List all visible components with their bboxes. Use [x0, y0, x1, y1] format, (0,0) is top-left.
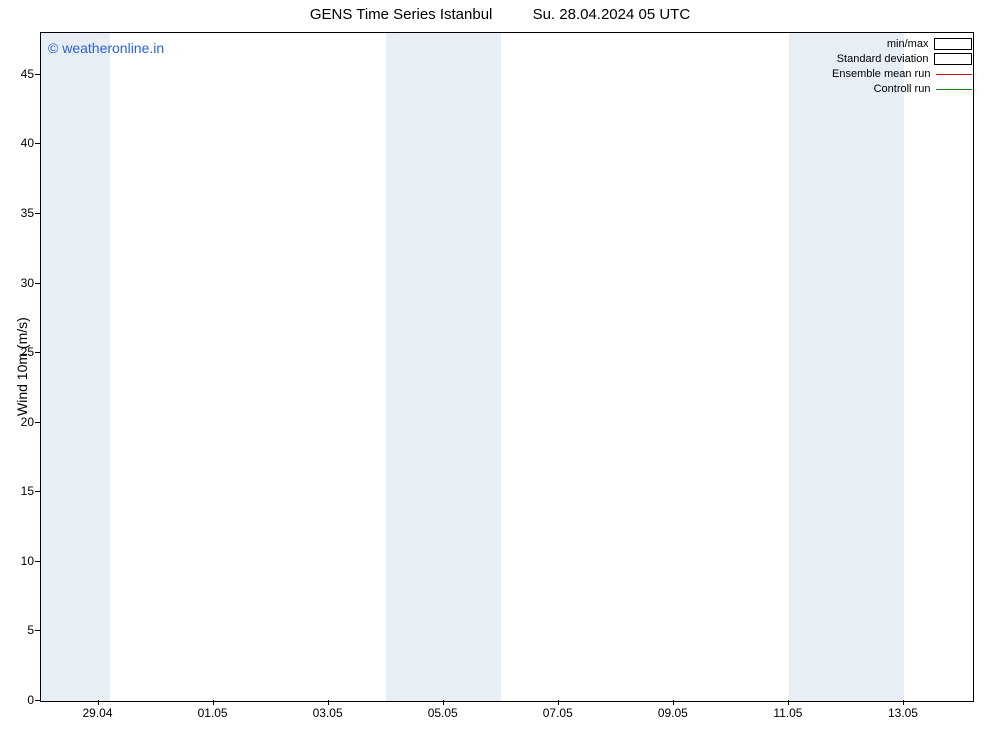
y-tick-label: 5 [0, 623, 34, 637]
x-tick-mark [98, 700, 99, 705]
legend-label: Controll run [874, 83, 931, 95]
x-tick-mark [443, 700, 444, 705]
x-tick-label: 09.05 [648, 706, 698, 720]
x-tick-label: 13.05 [878, 706, 928, 720]
x-tick-mark [903, 700, 904, 705]
x-tick-label: 01.05 [188, 706, 238, 720]
y-tick-label: 0 [0, 693, 34, 707]
legend-item: Standard deviation [832, 51, 972, 66]
legend: min/max Standard deviation Ensemble mean r… [832, 36, 972, 96]
y-tick-label: 40 [0, 136, 34, 150]
chart-canvas: GENS Time Series Istanbul Su. 28.04.2024… [0, 0, 1000, 733]
weekend-band [41, 33, 110, 701]
legend-label: Standard deviation [837, 53, 929, 65]
legend-swatch [934, 53, 972, 65]
weekend-band [789, 33, 904, 701]
x-tick-mark [558, 700, 559, 705]
y-tick-mark [35, 700, 40, 701]
y-tick-mark [35, 143, 40, 144]
legend-label: min/max [887, 38, 929, 50]
y-tick-mark [35, 561, 40, 562]
x-tick-label: 29.04 [73, 706, 123, 720]
y-tick-label: 45 [0, 67, 34, 81]
y-tick-mark [35, 74, 40, 75]
y-tick-mark [35, 491, 40, 492]
legend-swatch [934, 38, 972, 50]
legend-item: Controll run [832, 81, 972, 96]
y-tick-mark [35, 213, 40, 214]
y-tick-mark [35, 630, 40, 631]
y-tick-mark [35, 422, 40, 423]
chart-title: GENS Time Series Istanbul Su. 28.04.2024… [0, 6, 1000, 23]
plot-area [40, 32, 974, 702]
x-tick-label: 03.05 [303, 706, 353, 720]
y-tick-label: 20 [0, 415, 34, 429]
y-axis-label: Wind 10m (m/s) [14, 317, 30, 416]
weekend-band [386, 33, 501, 701]
legend-swatch [936, 84, 972, 94]
x-tick-label: 07.05 [533, 706, 583, 720]
title-product: GENS Time Series Istanbul [310, 6, 493, 23]
legend-item: min/max [832, 36, 972, 51]
x-tick-mark [673, 700, 674, 705]
y-tick-label: 25 [0, 345, 34, 359]
title-run: Su. 28.04.2024 05 UTC [533, 6, 691, 23]
legend-label: Ensemble mean run [832, 68, 930, 80]
x-tick-mark [788, 700, 789, 705]
y-tick-mark [35, 352, 40, 353]
x-tick-label: 11.05 [763, 706, 813, 720]
y-tick-label: 30 [0, 276, 34, 290]
y-tick-mark [35, 283, 40, 284]
x-tick-mark [213, 700, 214, 705]
y-tick-label: 15 [0, 484, 34, 498]
y-tick-label: 10 [0, 554, 34, 568]
legend-item: Ensemble mean run [832, 66, 972, 81]
x-tick-label: 05.05 [418, 706, 468, 720]
legend-swatch [936, 69, 972, 79]
y-tick-label: 35 [0, 206, 34, 220]
x-tick-mark [328, 700, 329, 705]
